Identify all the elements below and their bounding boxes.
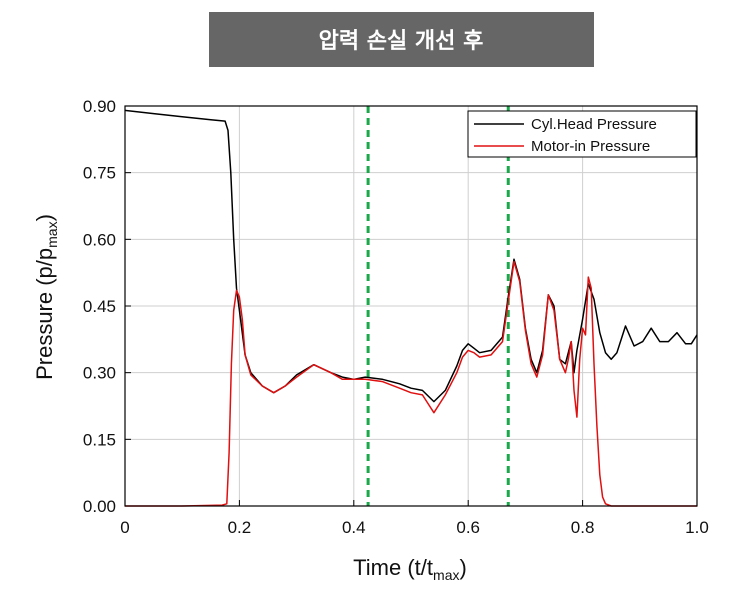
y-tick-label: 0.30 [83,364,116,383]
y-tick-label: 0.45 [83,297,116,316]
legend-label-motor-in: Motor-in Pressure [531,138,650,155]
reference-lines [366,106,510,506]
x-tick-label: 0.8 [571,518,595,537]
y-tick-label: 0.00 [83,497,116,516]
series-lines [124,109,698,507]
x-tick-label: 0 [120,518,129,537]
y-axis-title: Pressure (p/pmax) [32,214,60,380]
legend-label-cyl-head: Cyl.Head Pressure [531,116,657,133]
series-line-motor-in [125,260,697,507]
title-banner [209,12,594,67]
chart-title: 압력 손실 개선 후 [319,29,484,54]
y-tick-label: 0.60 [83,230,116,249]
y-tick-label: 0.15 [83,430,116,449]
plot-area: 0 0.2 0.4 0.6 0.8 1.0 0.00 0.15 0.30 0.45 0.60 0.75… [83,97,709,537]
y-tick-label: 0.90 [83,97,116,116]
y-tick-label: 0.75 [83,164,116,183]
x-tick-label: 0.6 [456,518,480,537]
grid [124,105,698,507]
x-tick-label: 0.4 [342,518,366,537]
axis-ticks: 0 0.2 0.4 0.6 0.8 1.0 0.00 0.15 0.30 0.45 0.60 0.75… [83,97,709,537]
x-tick-label: 0.2 [228,518,252,537]
x-axis-title: Time (t/tmax) [353,555,467,583]
x-tick-label: 1.0 [685,518,709,537]
legend: Cyl.Head Pressure Motor-in Pressure [467,110,697,158]
legend-box [467,110,697,158]
